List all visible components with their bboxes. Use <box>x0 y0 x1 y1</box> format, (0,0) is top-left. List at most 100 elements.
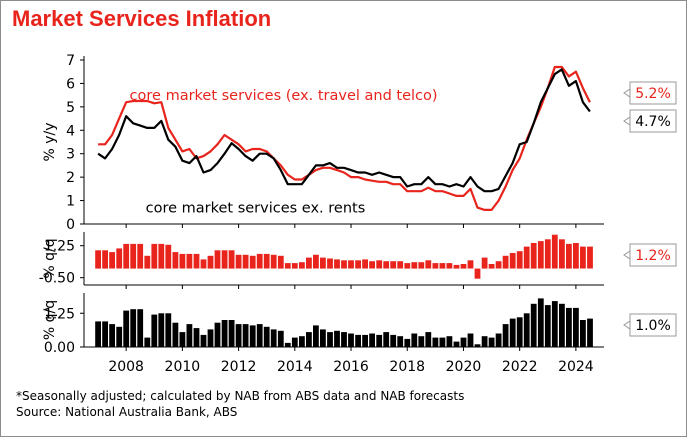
y-tick-label: 4 <box>66 123 75 139</box>
black-qq-bars-bar <box>299 336 305 347</box>
red-qq-bars-bar <box>102 250 108 269</box>
red-qq-bars-bar <box>390 261 397 269</box>
black-qq-bars-bar <box>249 325 256 347</box>
red-qq-bars-bar <box>362 259 368 269</box>
x-tick-label: 2008 <box>108 359 144 375</box>
series-line-red <box>98 65 591 211</box>
black-qq-bars-bar <box>439 337 446 347</box>
black-qq-bars-bar <box>348 333 354 347</box>
red-qq-bars-y-axis-label: % q/q <box>42 238 58 278</box>
red-qq-bars-bar <box>397 261 404 269</box>
black-qq-bars-bar <box>284 342 291 347</box>
black-qq-bars-bar <box>313 325 319 347</box>
red-qq-bars-bar <box>327 258 333 269</box>
black-qq-bars-bar <box>228 320 235 347</box>
red-qq-bars-bar <box>137 243 144 269</box>
black-qq-bars-bar <box>502 324 509 347</box>
black-qq-bars-bar <box>467 333 474 347</box>
black-qq-bars-callout-box <box>629 313 677 337</box>
black-qq-bars-bar <box>495 333 502 347</box>
black-qq-bars-bar <box>116 326 123 348</box>
black-qq-bars-bar <box>291 337 298 347</box>
red-qq-bars-bar <box>256 253 263 269</box>
red-qq-bars-bar <box>369 261 375 269</box>
footnote: *Seasonally adjusted; calculated by NAB … <box>16 388 464 420</box>
black-qq-bars-bar <box>165 313 172 348</box>
callout-red-line-label: 5.2% <box>635 86 671 102</box>
red-qq-bars-bar <box>432 263 439 269</box>
callout-black-line-box <box>629 109 677 133</box>
red-qq-bars-bar <box>355 260 361 269</box>
y-tick-label: 6 <box>66 76 75 92</box>
x-tick-label: 2014 <box>277 359 313 375</box>
red-qq-bars-bar <box>249 255 256 269</box>
red-qq-bars-bar <box>284 263 291 269</box>
annotation-red-series: core market services (ex. travel and tel… <box>130 88 438 104</box>
red-qq-bars-y-tick-label: 1.25 <box>44 239 75 255</box>
red-qq-bars-bar <box>587 246 593 269</box>
black-qq-bars-bar <box>144 337 151 347</box>
black-qq-bars-y-axis-label: % q/q <box>42 300 58 340</box>
black-qq-bars-bar <box>221 320 228 347</box>
y-tick-label: 7 <box>66 53 75 69</box>
black-qq-bars-bar <box>151 314 158 347</box>
y-tick-label: 3 <box>66 147 75 163</box>
black-qq-bars-bar <box>320 329 326 347</box>
black-qq-bars-bar <box>383 332 390 347</box>
red-qq-bars-bar <box>221 250 228 269</box>
black-qq-bars-bar <box>200 334 207 347</box>
black-qq-bars-bar <box>242 324 249 347</box>
x-tick-label: 2020 <box>446 359 482 375</box>
annotation-black-series: core market services ex. rents <box>146 200 366 216</box>
red-qq-bars-bar <box>228 250 235 269</box>
black-qq-bars-bar <box>95 321 101 347</box>
red-qq-bars-bar <box>277 255 284 269</box>
black-qq-bars-bar <box>355 334 361 347</box>
red-qq-bars-bar <box>95 250 101 269</box>
black-qq-bars-bar <box>263 326 270 348</box>
red-qq-bars-bar <box>130 243 137 269</box>
black-qq-bars-bar <box>446 336 453 347</box>
black-qq-bars-bar <box>341 332 347 347</box>
black-qq-bars-bar <box>256 324 263 347</box>
red-qq-bars-bar <box>460 264 467 269</box>
red-qq-bars-bar <box>341 260 347 269</box>
black-qq-bars-bar <box>509 318 516 347</box>
red-qq-bars-bar <box>214 250 221 269</box>
red-qq-bars-bar <box>495 261 502 269</box>
black-qq-bars-bar <box>488 337 495 347</box>
black-qq-bars-bar <box>411 333 418 347</box>
black-qq-bars-bar <box>453 341 460 347</box>
black-qq-bars-bar <box>270 329 277 347</box>
black-qq-bars-bar <box>369 333 375 347</box>
red-qq-bars-bar <box>502 255 509 269</box>
red-qq-bars-bar <box>186 253 193 269</box>
red-qq-bars-bar <box>530 243 537 269</box>
red-qq-bars-bar <box>411 262 418 269</box>
black-qq-bars-bar <box>530 303 537 347</box>
black-qq-bars-bar <box>193 328 200 347</box>
y-tick-label: 0 <box>66 217 75 233</box>
red-qq-bars-bar <box>523 246 530 269</box>
footnote-source: Source: National Australia Bank, ABS <box>16 405 238 419</box>
red-qq-bars-bar <box>376 260 383 269</box>
black-qq-bars-bar <box>376 334 383 347</box>
red-qq-bars-y-tick-label: -0.50 <box>39 271 75 287</box>
x-tick-label: 2016 <box>333 359 369 375</box>
red-qq-bars-bar <box>446 263 453 269</box>
black-qq-bars-bar <box>277 330 284 347</box>
red-qq-bars-bar <box>537 241 544 269</box>
red-qq-bars-bar <box>207 255 214 269</box>
red-qq-bars-bar <box>544 239 551 269</box>
red-qq-bars-bar <box>172 252 179 269</box>
red-qq-bars-bar <box>481 257 488 269</box>
y-tick-label: 5 <box>66 100 75 116</box>
black-qq-bars-bar <box>559 303 565 347</box>
red-qq-bars-bar <box>144 255 151 269</box>
red-qq-bars-bar <box>242 254 249 269</box>
red-qq-bars-bar <box>313 254 319 269</box>
black-qq-bars-bar <box>566 307 572 347</box>
black-qq-bars-bar <box>580 320 586 347</box>
red-qq-bars-bar <box>263 253 270 269</box>
black-qq-bars-bar <box>158 313 165 348</box>
